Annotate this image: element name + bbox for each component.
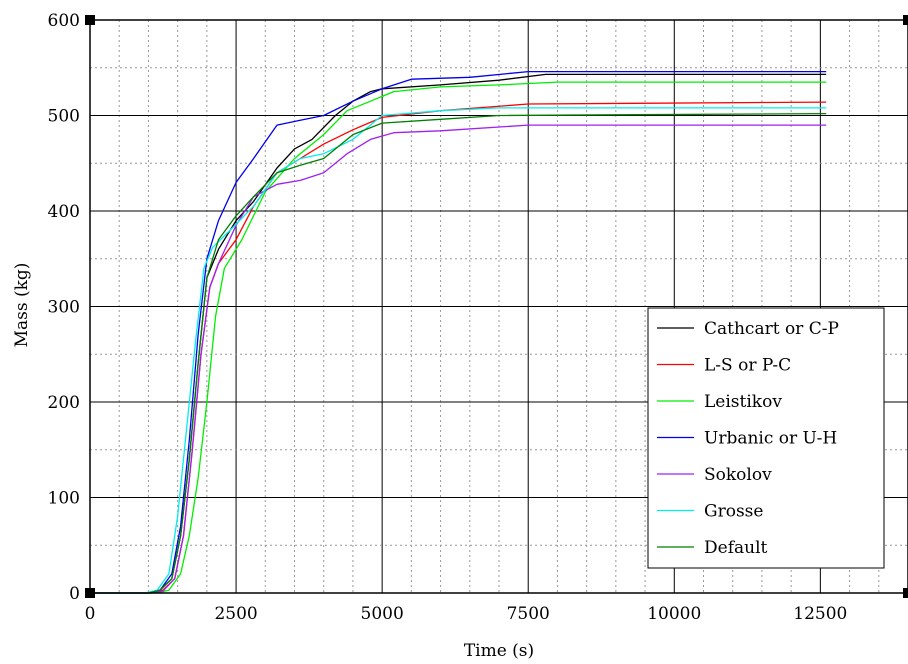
legend: Cathcart or C-P L-S or P-C Leistikov Urbani…	[647, 307, 885, 569]
x-tick-label: 2500	[214, 604, 257, 624]
legend-label: Cathcart or C-P	[704, 319, 839, 339]
y-tick-label: 600	[48, 11, 80, 31]
x-tick-label: 12500	[793, 604, 847, 624]
y-tick-label: 100	[48, 489, 80, 509]
x-tick-label: 5000	[361, 604, 404, 624]
legend-label: Sokolov	[704, 465, 772, 485]
legend-label: Urbanic or U-H	[704, 429, 837, 449]
corner-marker	[903, 588, 908, 598]
series-line-urbanic-or-u-h	[90, 70, 827, 594]
corner-marker	[903, 15, 908, 25]
y-tick-label: 400	[48, 202, 80, 222]
series-line-default	[90, 112, 827, 594]
series-line-grosse	[90, 107, 827, 594]
y-tick-label: 500	[48, 107, 80, 127]
x-tick-label: 10000	[647, 604, 701, 624]
y-tick-label: 0	[69, 584, 80, 604]
x-axis-label: Time (s)	[464, 641, 534, 661]
series-lines	[90, 70, 827, 594]
legend-label: L-S or P-C	[704, 356, 791, 376]
x-tick-label: 7500	[507, 604, 550, 624]
series-line-sokolov	[90, 124, 827, 594]
corner-marker	[85, 588, 95, 598]
plot-frame	[89, 19, 908, 594]
series-line-leistikov	[90, 81, 827, 594]
y-tick-label: 200	[48, 393, 80, 413]
axis-corner-markers	[85, 15, 908, 598]
legend-label: Default	[704, 538, 768, 558]
legend-label: Grosse	[704, 502, 763, 522]
corner-marker	[85, 15, 95, 25]
x-tick-label: 0	[85, 604, 96, 624]
legend-label: Leistikov	[704, 392, 782, 412]
tick-labels: 0 2500 5000 7500 10000 12500 0 100 200 300 400 500 6…	[48, 11, 848, 624]
y-tick-label: 300	[48, 298, 80, 318]
y-axis-label: Mass (kg)	[12, 263, 32, 348]
